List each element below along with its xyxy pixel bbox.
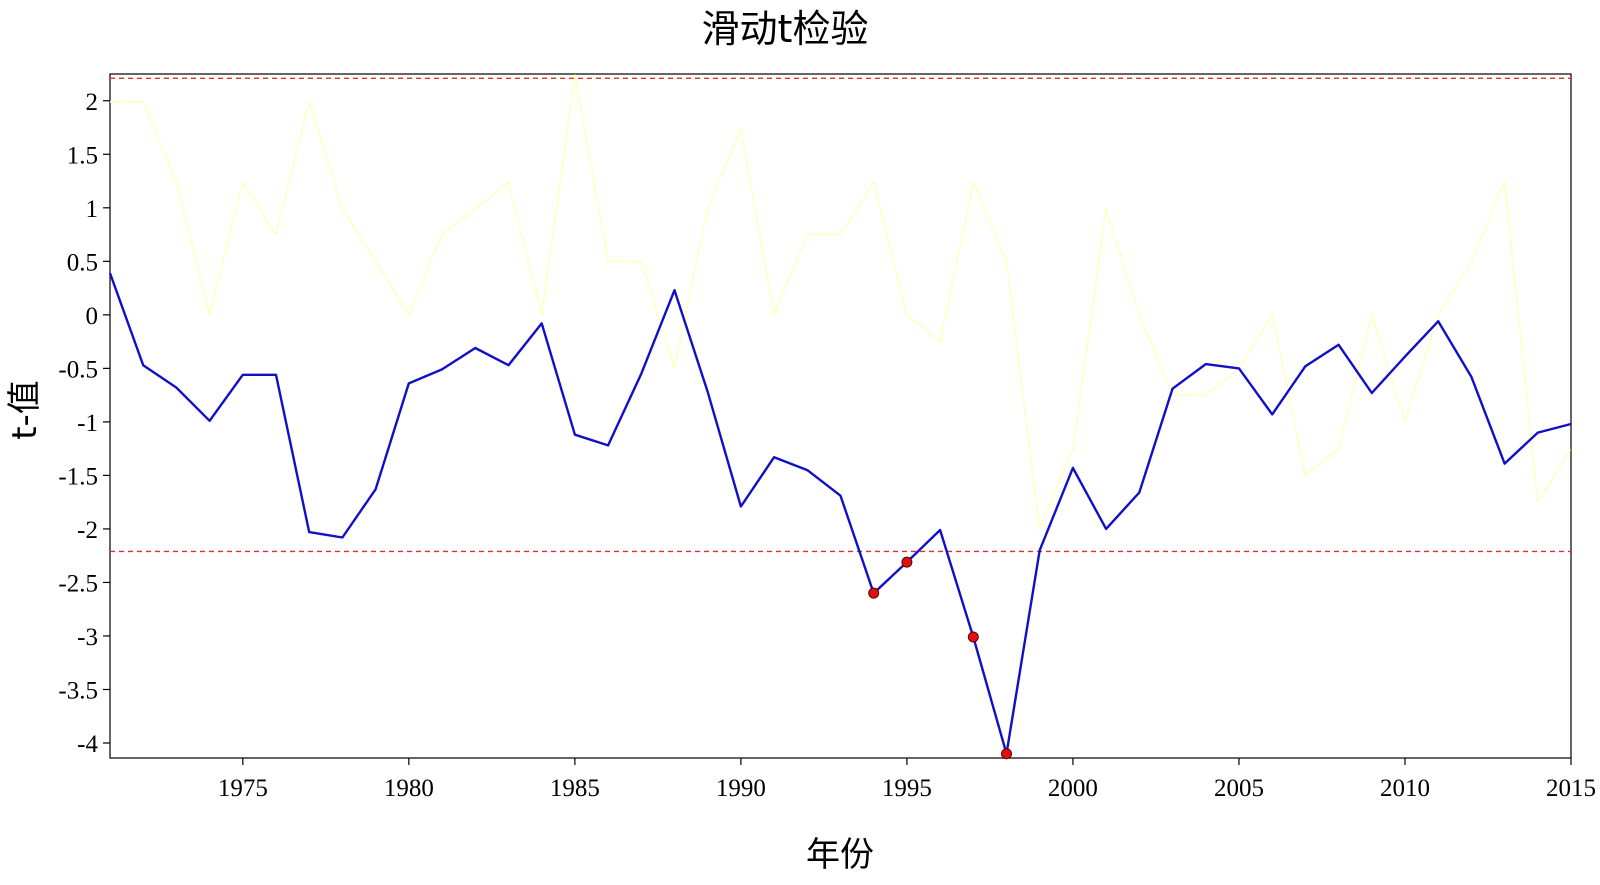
x-tick-label: 2000	[1048, 775, 1098, 802]
series-line	[108, 272, 1572, 755]
x-tick-label: 1995	[882, 775, 932, 802]
y-tick-label: 0.5	[67, 249, 98, 276]
y-tick-label: -0.5	[58, 356, 98, 383]
x-axis: 1975 1980 1985 1990 1995 2000 2005 2010 2015	[218, 758, 1596, 802]
y-tick-label: 1	[86, 196, 99, 223]
x-axis-label: 年份	[806, 835, 874, 875]
y-tick-label: -3.5	[58, 677, 98, 704]
x-tick-label: 1975	[218, 775, 268, 802]
y-tick-label: -2	[77, 517, 98, 544]
y-axis-label: t-值	[5, 380, 45, 440]
series-group	[108, 74, 1572, 755]
highlight-point	[868, 587, 880, 599]
y-tick-label: 1.5	[67, 142, 98, 169]
highlight-point	[901, 556, 913, 568]
plot-frame	[109, 73, 1572, 759]
highlight-points	[868, 556, 1013, 760]
x-tick-label: 2005	[1214, 775, 1264, 802]
highlight-point	[1001, 748, 1013, 760]
y-tick-label: -3	[77, 624, 98, 651]
x-tick-label: 2015	[1546, 775, 1596, 802]
chart-title: 滑动t检验	[702, 7, 869, 51]
x-tick-label: 2010	[1380, 775, 1430, 802]
y-tick-label: -1	[77, 410, 98, 437]
series-line	[110, 74, 1572, 530]
y-tick-label: -2.5	[58, 570, 98, 597]
y-tick-label: 0	[86, 303, 99, 330]
x-tick-label: 1990	[716, 775, 766, 802]
y-tick-label: -1.5	[58, 463, 98, 490]
x-tick-label: 1980	[384, 775, 434, 802]
y-axis: 2 1.5 1 0.5 0 -0.5 -1 -1.5 -2 -2.5 -3 -3.5 -4	[58, 89, 110, 758]
y-tick-label: -4	[77, 731, 98, 758]
highlight-point	[967, 631, 979, 643]
x-tick-label: 1985	[550, 775, 600, 802]
threshold-lines	[110, 77, 1571, 553]
y-tick-label: 2	[86, 89, 99, 116]
